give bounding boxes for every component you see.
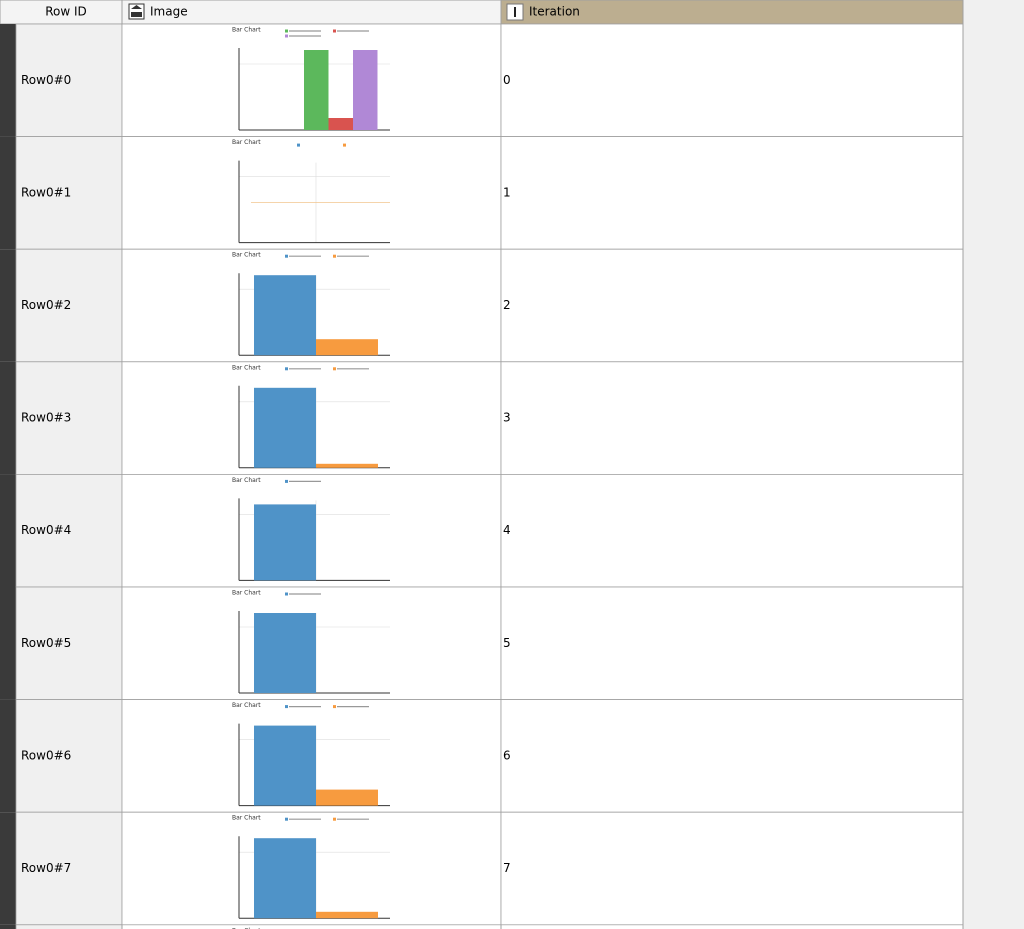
iteration-value: 0: [503, 73, 511, 87]
thumbnail-title: Bar Chart: [232, 477, 261, 484]
row-id: Row0#2: [21, 298, 71, 312]
thumbnail-bar: [254, 387, 316, 468]
row-marker: [0, 136, 16, 250]
legend-swatch: [333, 254, 336, 258]
row-id-cell: [15, 924, 123, 929]
row-id: Row0#6: [21, 748, 71, 762]
iteration-value: 1: [503, 185, 511, 199]
row-id-cell: [15, 361, 123, 475]
iteration-cell: [500, 699, 964, 813]
row-id: Row0#1: [21, 185, 71, 199]
thumbnail-bar: [316, 789, 378, 806]
iteration-cell: [500, 473, 964, 588]
row-id: Row0#7: [21, 861, 71, 875]
row-id-cell: [15, 473, 123, 588]
row-id-cell: [15, 586, 123, 700]
row-id-cell: [15, 23, 123, 137]
row-marker: [0, 361, 16, 475]
image-icon: [128, 3, 145, 20]
legend-swatch: [333, 705, 336, 709]
row-marker: [0, 587, 16, 700]
legend-swatch: [285, 29, 288, 33]
thumbnail-bar: [254, 275, 316, 356]
iteration-cell: [500, 248, 964, 363]
iteration-cell: [500, 23, 964, 137]
header-label: Row ID: [45, 5, 87, 19]
legend-swatch: [285, 367, 288, 371]
header-label: Iteration: [529, 5, 580, 19]
legend-swatch: [333, 817, 336, 821]
row-id-cell: [15, 248, 123, 363]
row-marker: [0, 24, 16, 137]
thumbnail-title: Bar Chart: [232, 139, 261, 146]
iteration-value: 2: [503, 298, 511, 312]
iteration-value: 7: [503, 861, 511, 875]
thumbnail-bar: [254, 838, 316, 919]
integer-icon: [506, 3, 524, 21]
row-id-cell: [15, 811, 123, 926]
row-id-cell: [15, 136, 123, 250]
thumbnail-title: Bar Chart: [232, 815, 261, 822]
thumbnail-title: Bar Chart: [232, 252, 261, 259]
iteration-cell: [500, 811, 964, 926]
thumbnail-bar: [353, 50, 378, 130]
thumbnail-bar: [254, 725, 316, 806]
iteration-cell: [500, 136, 964, 250]
legend-swatch: [285, 479, 288, 483]
iteration-cell: [500, 586, 964, 700]
row-marker: [0, 924, 16, 929]
row-marker: [0, 249, 16, 362]
thumbnail-bar: [316, 911, 378, 919]
legend-swatch: [285, 254, 288, 258]
thumbnail-bar: [254, 504, 316, 581]
row-marker: [0, 474, 16, 587]
thumbnail-bar: [254, 613, 316, 693]
legend-swatch: [285, 34, 288, 38]
thumbnail-title: Bar Chart: [232, 590, 261, 597]
row-id: Row0#4: [21, 523, 71, 537]
thumbnail-bar: [316, 463, 378, 468]
row-id-cell: [15, 699, 123, 813]
thumbnail-title: Bar Chart: [232, 927, 261, 929]
legend-swatch: [285, 592, 288, 596]
row-id: Row0#3: [21, 411, 71, 425]
iteration-value: 6: [503, 748, 511, 762]
header-cell[interactable]: [0, 0, 123, 25]
image-cell: [121, 136, 502, 250]
legend-swatch: [285, 817, 288, 821]
thumbnail-title: Bar Chart: [232, 27, 261, 34]
thumbnail-bar: [328, 118, 353, 130]
thumbnail-title: Bar Chart: [232, 364, 261, 371]
thumbnail-title: Bar Chart: [232, 702, 261, 709]
iteration-value: 3: [503, 411, 511, 425]
header-cell-selected[interactable]: [500, 0, 964, 25]
iteration-cell: [500, 361, 964, 475]
thumbnail-bar: [304, 50, 329, 130]
legend-swatch: [343, 143, 346, 147]
row-marker: [0, 812, 16, 925]
row-marker: [0, 699, 16, 813]
legend-swatch: [297, 143, 300, 147]
iteration-value: 4: [503, 523, 511, 537]
row-id: Row0#0: [21, 73, 71, 87]
row-id: Row0#5: [21, 636, 71, 650]
thumbnail-bar: [316, 339, 378, 356]
legend-swatch: [333, 29, 336, 33]
header-label: Image: [150, 5, 188, 19]
legend-swatch: [333, 367, 336, 371]
iteration-value: 5: [503, 636, 511, 650]
legend-swatch: [285, 705, 288, 709]
